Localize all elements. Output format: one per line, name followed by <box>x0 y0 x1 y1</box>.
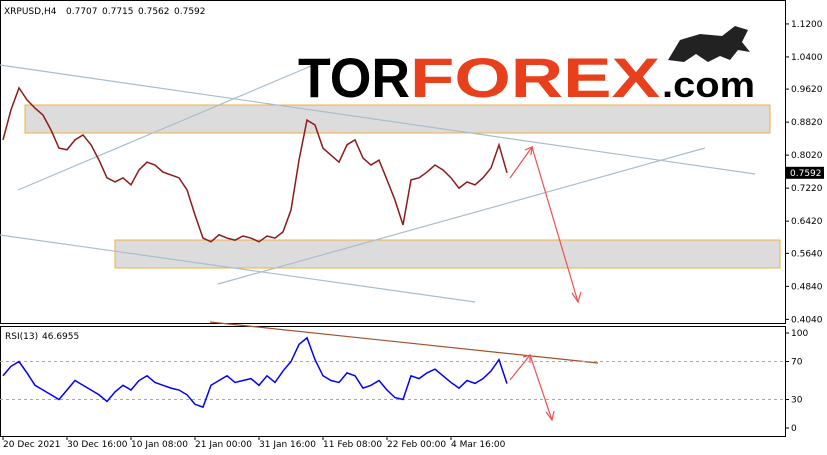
trend-lines <box>0 57 756 303</box>
x-tick-label: 22 Feb 00:00 <box>387 440 446 450</box>
x-tick-label: 30 Dec 16:00 <box>67 440 128 450</box>
price-label: 0.7592 <box>790 169 822 179</box>
rsi-trend-line <box>209 321 599 364</box>
y-tick-label: 1.0400 <box>791 53 823 63</box>
y-tick-label: 0.8020 <box>791 151 823 161</box>
logo-com: .com <box>662 64 755 105</box>
logo-forex: FOREX <box>410 46 660 109</box>
resistance-zone <box>24 104 771 134</box>
series-line <box>2 86 508 243</box>
ohlc-value: 0.7592 <box>174 7 206 17</box>
arrow-head <box>545 410 555 422</box>
x-tick-label: 21 Jan 00:00 <box>195 440 252 450</box>
x-tick-label: 20 Dec 2021 <box>3 440 61 450</box>
arrow-head <box>571 291 582 304</box>
price-panel <box>0 0 786 324</box>
y-tick-label: 0 <box>791 424 797 434</box>
y-tick-label: 30 <box>791 396 803 406</box>
x-tick-label: 4 Mar 16:00 <box>451 440 506 450</box>
arrow-head <box>524 146 533 156</box>
logo-bull <box>668 26 750 62</box>
y-tick-label: 0.4840 <box>791 282 823 292</box>
x-tick-label: 11 Feb 08:00 <box>323 440 382 450</box>
x-tick-label: 31 Jan 16:00 <box>259 440 316 450</box>
y-tick-label: 0.7220 <box>791 184 823 194</box>
y-tick-label: 0.4040 <box>791 315 823 325</box>
y-tick-label: 0.5640 <box>791 249 823 259</box>
ohlc-value: 0.7562 <box>138 7 170 17</box>
price-label-box <box>786 166 824 179</box>
y-tick-label: 70 <box>791 358 803 368</box>
ohlc-value: 0.7715 <box>102 7 134 17</box>
symbol: XRPUSD,H4 <box>4 7 57 17</box>
y-tick-label: 100 <box>791 329 808 339</box>
rsi-title: RSI(13) <box>5 332 38 342</box>
y-tick-label: 0.8820 <box>791 118 823 128</box>
series-line <box>2 336 508 409</box>
rsi-panel <box>0 326 786 437</box>
ohlc-value: 0.7707 <box>66 7 98 17</box>
x-tick-label: 10 Jan 08:00 <box>131 440 188 450</box>
trend-line <box>0 64 756 175</box>
trend-line <box>217 147 706 285</box>
arrow-head <box>522 354 531 363</box>
trend-line <box>17 57 331 191</box>
forecast-arrows <box>209 145 599 422</box>
rsi-value: 46.6955 <box>42 332 79 342</box>
trend-line <box>0 234 476 303</box>
logo-tor: TOR <box>298 46 410 109</box>
y-tick-label: 1.1200 <box>791 20 823 30</box>
y-tick-label: 0.6420 <box>791 217 823 227</box>
support-zone <box>114 239 781 269</box>
y-tick-label: 0.9620 <box>791 85 823 95</box>
